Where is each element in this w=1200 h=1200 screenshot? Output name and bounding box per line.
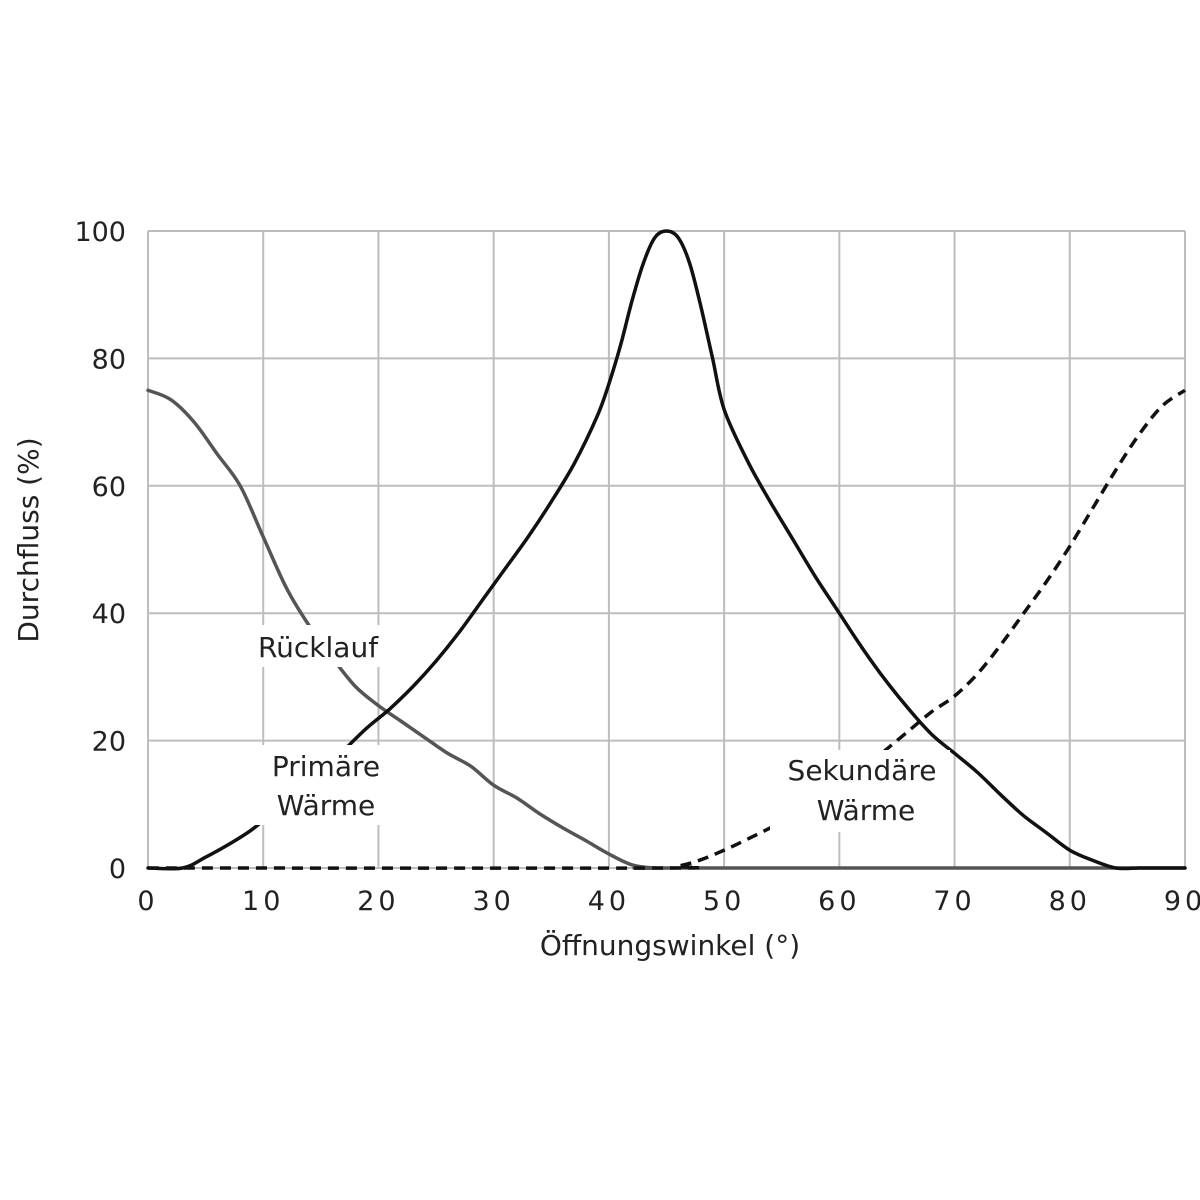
series-primaere-waerme [146, 229, 1187, 871]
annotation-primaer-line1: Primäre [272, 750, 380, 783]
y-tick-label: 60 [92, 472, 126, 503]
annotation-ruecklauf: Rücklauf [258, 631, 379, 664]
y-tick-label: 0 [109, 854, 126, 885]
y-tick-label: 40 [92, 599, 126, 630]
x-tick-label: 10 [242, 886, 284, 917]
x-tick-label: 90 [1164, 886, 1200, 917]
x-tick-label: 40 [588, 886, 630, 917]
annotation-bg-primaer [255, 745, 395, 825]
x-tick-label: 30 [472, 886, 514, 917]
x-tick-label: 20 [357, 886, 399, 917]
x-tick-label: 60 [818, 886, 860, 917]
annotation-bg-sekundaer [770, 750, 950, 832]
annotation-sekundaer-line1: Sekundäre [788, 754, 937, 787]
x-tick-label: 0 [137, 886, 158, 917]
y-tick-label: 100 [74, 217, 126, 248]
annotation-primaer-line2: Wärme [277, 789, 376, 822]
annotation-bg-ruecklauf [242, 625, 392, 667]
annotation-sekundaer-line2: Wärme [817, 794, 916, 827]
x-tick-label: 70 [933, 886, 975, 917]
y-tick-label: 20 [92, 727, 126, 758]
tick-labels: 0 10 20 30 40 50 60 70 80 90 0 20 40 60 80 100 [74, 217, 1200, 917]
x-axis-title: Öffnungswinkel (°) [540, 928, 800, 962]
x-tick-label: 80 [1049, 886, 1091, 917]
x-tick-label: 50 [703, 886, 745, 917]
y-axis-title: Durchfluss (%) [12, 437, 45, 642]
series-ruecklauf [146, 388, 1187, 870]
y-tick-label: 80 [92, 344, 126, 375]
